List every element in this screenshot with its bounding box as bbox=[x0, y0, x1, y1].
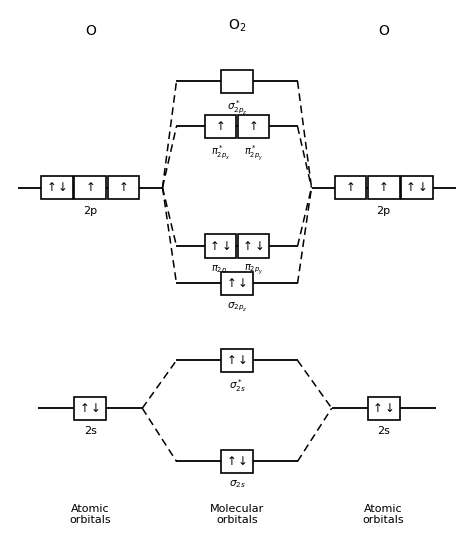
Text: $\pi_{2p_x}$: $\pi_{2p_x}$ bbox=[211, 263, 230, 276]
Text: Atomic
orbitals: Atomic orbitals bbox=[70, 504, 111, 525]
Text: O: O bbox=[378, 24, 389, 38]
Text: ↑: ↑ bbox=[248, 120, 258, 133]
Text: ↑: ↑ bbox=[46, 181, 56, 194]
Text: $\sigma^*_{2p_z}$: $\sigma^*_{2p_z}$ bbox=[227, 98, 247, 116]
Text: ↑: ↑ bbox=[243, 240, 253, 253]
Text: ↓: ↓ bbox=[221, 240, 231, 253]
Text: ↓: ↓ bbox=[418, 181, 428, 194]
Text: ↑: ↑ bbox=[210, 240, 220, 253]
Text: 2s: 2s bbox=[84, 426, 97, 436]
Text: ↓: ↓ bbox=[384, 402, 394, 415]
Text: ↓: ↓ bbox=[238, 354, 247, 367]
Bar bbox=[205, 115, 237, 138]
Text: O: O bbox=[85, 24, 96, 38]
Text: 2p: 2p bbox=[83, 206, 97, 215]
Bar bbox=[205, 234, 237, 258]
Text: Molecular
orbitals: Molecular orbitals bbox=[210, 504, 264, 525]
Bar bbox=[221, 450, 253, 473]
Text: ↓: ↓ bbox=[91, 402, 101, 415]
Text: ↑: ↑ bbox=[118, 181, 128, 194]
Text: ↓: ↓ bbox=[254, 240, 264, 253]
Text: ↑: ↑ bbox=[227, 277, 236, 290]
Bar bbox=[74, 176, 106, 199]
Bar bbox=[221, 70, 253, 93]
Text: ↑: ↑ bbox=[227, 455, 236, 468]
Bar bbox=[74, 396, 106, 420]
Text: 2s: 2s bbox=[377, 426, 390, 436]
Text: ↑: ↑ bbox=[216, 120, 226, 133]
Text: $\sigma^*_{2s}$: $\sigma^*_{2s}$ bbox=[228, 377, 246, 394]
Text: $\sigma_{2p_z}$: $\sigma_{2p_z}$ bbox=[227, 300, 247, 313]
Bar bbox=[401, 176, 433, 199]
Text: ↑: ↑ bbox=[373, 402, 383, 415]
Bar bbox=[221, 272, 253, 295]
Text: ↑: ↑ bbox=[227, 354, 236, 367]
Text: 2p: 2p bbox=[377, 206, 391, 215]
Bar bbox=[368, 176, 400, 199]
Bar bbox=[237, 234, 269, 258]
Text: ↓: ↓ bbox=[238, 277, 247, 290]
Bar bbox=[108, 176, 139, 199]
Text: $\pi_{2p_y}$: $\pi_{2p_y}$ bbox=[244, 263, 263, 277]
Text: ↓: ↓ bbox=[238, 455, 247, 468]
Bar bbox=[368, 396, 400, 420]
Bar bbox=[221, 349, 253, 372]
Text: ↑: ↑ bbox=[346, 181, 356, 194]
Text: O$_2$: O$_2$ bbox=[228, 17, 246, 33]
Text: $\pi^*_{2p_y}$: $\pi^*_{2p_y}$ bbox=[244, 144, 263, 163]
Bar bbox=[335, 176, 366, 199]
Bar bbox=[237, 115, 269, 138]
Text: $\pi^*_{2p_x}$: $\pi^*_{2p_x}$ bbox=[211, 144, 230, 161]
Text: ↓: ↓ bbox=[58, 181, 68, 194]
Text: ↑: ↑ bbox=[80, 402, 90, 415]
Text: ↑: ↑ bbox=[85, 181, 95, 194]
Text: ↑: ↑ bbox=[379, 181, 389, 194]
Text: $\sigma_{2s}$: $\sigma_{2s}$ bbox=[228, 478, 246, 490]
Bar bbox=[41, 176, 73, 199]
Text: ↑: ↑ bbox=[406, 181, 416, 194]
Text: Atomic
orbitals: Atomic orbitals bbox=[363, 504, 404, 525]
